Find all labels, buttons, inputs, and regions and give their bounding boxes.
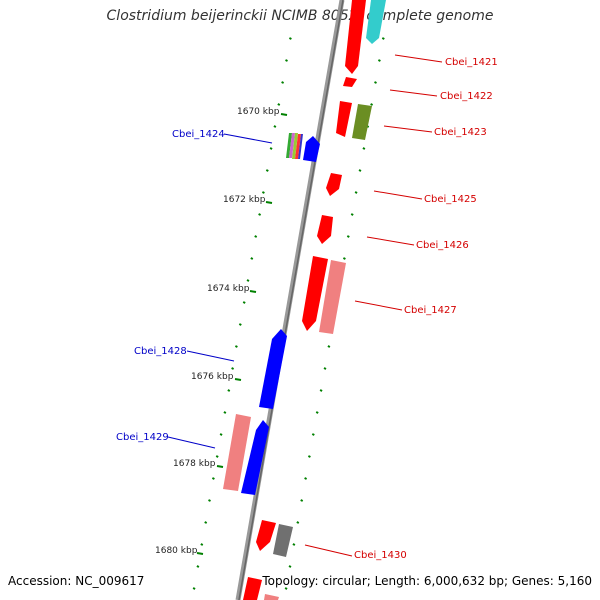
scale-tick <box>204 521 208 524</box>
gene-label-cbei-1423[interactable]: Cbei_1423 <box>434 127 487 138</box>
gene-cbei-1429a[interactable] <box>223 414 251 491</box>
scale-tick <box>250 257 254 260</box>
scale-tick <box>219 433 223 436</box>
gene-cbei-1430a[interactable] <box>256 520 276 551</box>
scale-label-1672: 1672 kbp <box>223 195 266 205</box>
gene-cbei-1420[interactable] <box>345 0 366 74</box>
scale-label-1680: 1680 kbp <box>155 546 198 556</box>
scale-labels: 1670 kbp 1672 kbp 1674 kbp 1676 kbp 1678… <box>155 107 280 556</box>
gene-cbei-1427a[interactable] <box>302 256 328 331</box>
scale-tick <box>265 169 269 172</box>
scale-tick <box>242 301 246 304</box>
genome-title: Clostridium beijerinckii NCIMB 8052, com… <box>106 8 494 24</box>
scale-tick <box>377 59 381 62</box>
gene-label-cbei-1426[interactable]: Cbei_1426 <box>416 240 469 251</box>
scale-tick <box>370 103 374 106</box>
genome-summary-text: Topology: circular; Length: 6,000,632 bp… <box>262 574 592 588</box>
scale-tick <box>200 543 204 546</box>
scale-tick <box>374 81 377 84</box>
scale-tick <box>362 147 366 150</box>
scale-tick <box>292 543 296 546</box>
scale-tick <box>223 411 227 414</box>
scale-tick <box>273 125 277 128</box>
gene-cbei-1424-multicolor-c[interactable] <box>292 133 298 159</box>
scale-tick <box>277 103 281 106</box>
scale-tick <box>342 257 346 260</box>
gene-label-cbei-1427[interactable]: Cbei_1427 <box>404 305 457 316</box>
scale-tick <box>288 37 292 40</box>
gene-cbei-1429b[interactable] <box>241 420 269 495</box>
accession-text: Accession: NC_009617 <box>8 574 145 588</box>
gene-cbei-1427b[interactable] <box>319 260 346 334</box>
scale-tick <box>254 235 258 238</box>
scale-tick <box>381 37 385 40</box>
scale-tick <box>346 235 350 238</box>
gene-label-cbei-1429[interactable]: Cbei_1429 <box>116 432 169 443</box>
scale-tick <box>358 169 362 172</box>
scale-label-1676: 1676 kbp <box>191 372 234 382</box>
scale-label-1678: 1678 kbp <box>173 459 216 469</box>
scale-tick <box>311 433 315 436</box>
gene-cbei-1430b[interactable] <box>273 524 293 557</box>
scale-tick <box>196 565 200 568</box>
scale-tick <box>227 389 231 392</box>
scale-tick <box>258 213 262 216</box>
scale-tick <box>234 345 238 348</box>
gene-cbei-1425[interactable] <box>326 173 342 196</box>
scale-label-1670: 1670 kbp <box>237 107 280 117</box>
scale-tick <box>246 279 250 282</box>
scale-tick <box>323 367 327 370</box>
gene-cbei-1426[interactable] <box>317 215 333 244</box>
scale-tick <box>231 367 235 370</box>
gene-cbei-1431a[interactable] <box>243 577 262 600</box>
scale-tick <box>307 455 311 458</box>
scale-tick <box>284 587 288 590</box>
scale-label-1674: 1674 kbp <box>207 284 250 294</box>
scale-tick <box>281 81 285 84</box>
gene-labels: Cbei_1421 Cbei_1422 Cbei_1423 Cbei_1424 … <box>116 57 498 561</box>
gene-label-cbei-1425[interactable]: Cbei_1425 <box>424 194 477 205</box>
scale-tick <box>269 147 273 150</box>
scale-tick <box>319 389 323 392</box>
scale-tick <box>304 477 308 480</box>
scale-tick <box>288 565 292 568</box>
scale-tick <box>208 499 211 502</box>
gene-label-cbei-1430[interactable]: Cbei_1430 <box>354 550 407 561</box>
gene-label-cbei-1421[interactable]: Cbei_1421 <box>445 57 498 68</box>
gene-cbei-1422[interactable] <box>336 101 352 137</box>
scale-tick <box>350 213 354 216</box>
scale-tick <box>285 59 288 62</box>
scale-tick <box>354 191 358 194</box>
label-connectors <box>167 54 443 557</box>
gene-cbei-1424-multicolor-a[interactable] <box>286 133 292 158</box>
scale-tick <box>327 345 331 348</box>
scale-tick <box>192 587 196 590</box>
genome-backbone <box>235 0 345 600</box>
gene-cbei-1423[interactable] <box>352 104 372 140</box>
scale-tick <box>238 323 242 326</box>
gene-cbei-1428[interactable] <box>259 329 287 409</box>
scale-tick <box>215 455 219 458</box>
gene-cbei-1431b[interactable] <box>264 594 279 600</box>
scale-tick <box>315 411 319 414</box>
reverse-genes <box>223 133 320 495</box>
scale-tick <box>211 477 215 480</box>
gene-cbei-1424-multicolor-d[interactable] <box>295 134 301 159</box>
gene-label-cbei-1424[interactable]: Cbei_1424 <box>172 129 225 140</box>
forward-genes <box>243 0 386 600</box>
gene-cbei-1424-multicolor-b[interactable] <box>289 133 295 158</box>
gene-label-cbei-1422[interactable]: Cbei_1422 <box>440 91 493 102</box>
scale-tick <box>300 499 304 502</box>
gene-cbei-1424-multicolor-e[interactable] <box>298 134 303 159</box>
major-ticks <box>196 113 288 555</box>
gene-cbei-1421[interactable] <box>343 77 357 87</box>
scale-tick <box>296 521 300 524</box>
gene-cbei-1424[interactable] <box>303 136 320 162</box>
genome-backbone-shade <box>238 0 344 600</box>
gene-label-cbei-1428[interactable]: Cbei_1428 <box>134 346 187 357</box>
gene-cbei-1420-companion[interactable] <box>366 0 386 44</box>
scale-tick <box>261 191 265 194</box>
